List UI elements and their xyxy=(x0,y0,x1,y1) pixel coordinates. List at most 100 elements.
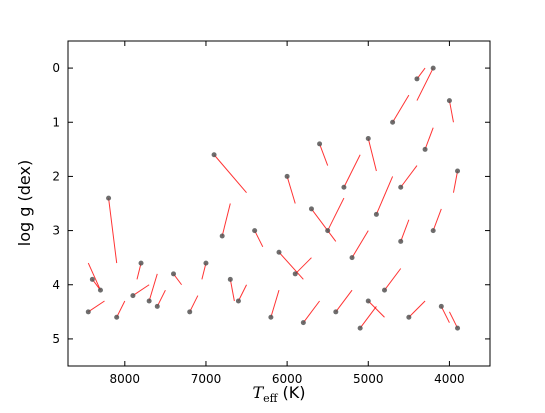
y-tick-label: 0 xyxy=(52,61,60,75)
shift-line xyxy=(286,176,296,204)
point xyxy=(146,298,152,304)
point xyxy=(357,325,363,331)
shift-line xyxy=(254,230,264,248)
point xyxy=(406,314,412,320)
plot-area xyxy=(85,65,461,331)
y-tick-label: 3 xyxy=(52,224,60,238)
shift-line xyxy=(432,208,442,231)
shift-line xyxy=(335,289,353,313)
point xyxy=(138,260,144,266)
x-label-sub: eff xyxy=(263,392,279,405)
shift-line xyxy=(88,300,105,313)
y-axis-label: log g (dex) xyxy=(15,160,34,246)
shift-line xyxy=(327,197,345,231)
shift-line xyxy=(156,289,166,307)
x-axis-label: Teff (K) xyxy=(253,383,306,405)
point xyxy=(235,298,241,304)
shift-line xyxy=(424,127,434,150)
point xyxy=(292,271,298,277)
point xyxy=(390,119,396,125)
shift-line xyxy=(408,300,426,318)
point xyxy=(446,98,452,104)
shift-line xyxy=(400,165,418,188)
shift-line xyxy=(136,262,142,280)
y-tick-label: 1 xyxy=(52,115,60,129)
point xyxy=(455,168,461,174)
shift-line xyxy=(448,311,458,329)
shift-line xyxy=(375,176,394,215)
point xyxy=(300,320,306,326)
y-tick-label: 5 xyxy=(52,332,60,346)
shift-line xyxy=(359,306,377,329)
point xyxy=(219,233,225,239)
point xyxy=(438,303,444,309)
shift-line xyxy=(116,300,126,318)
point xyxy=(171,271,176,277)
point xyxy=(276,249,282,255)
point xyxy=(187,309,193,315)
shift-line xyxy=(448,100,454,123)
point xyxy=(398,238,404,244)
x-tick-label: 8000 xyxy=(110,372,141,386)
point xyxy=(106,195,112,201)
shift-line xyxy=(392,94,410,123)
point xyxy=(85,309,91,315)
point xyxy=(154,303,160,309)
y-tick-label: 2 xyxy=(52,169,60,183)
x-tick-label: 5000 xyxy=(353,372,384,386)
point xyxy=(284,173,290,179)
point xyxy=(333,309,339,315)
shift-line xyxy=(278,251,304,280)
shift-line xyxy=(229,279,235,302)
shift-line xyxy=(270,290,280,318)
point xyxy=(325,228,331,234)
shift-line xyxy=(452,170,459,193)
point xyxy=(414,76,420,82)
point xyxy=(398,184,404,190)
shift-line xyxy=(237,284,247,302)
point xyxy=(114,314,120,320)
shift-line xyxy=(132,284,150,296)
shift-line xyxy=(311,208,337,242)
point xyxy=(130,293,136,299)
shift-line xyxy=(87,262,101,291)
shift-line xyxy=(189,295,199,313)
shift-line xyxy=(367,138,377,172)
point xyxy=(382,287,387,293)
shift-line xyxy=(400,219,410,242)
y-tick-label: 4 xyxy=(52,278,60,292)
point xyxy=(89,276,95,282)
shift-line xyxy=(440,306,450,323)
point xyxy=(203,260,209,266)
shift-line xyxy=(294,257,312,275)
point xyxy=(252,228,258,234)
shift-line xyxy=(201,262,207,280)
shift-line xyxy=(351,230,369,258)
point xyxy=(349,255,355,261)
point xyxy=(227,276,233,282)
shift-line xyxy=(367,300,385,318)
shift-line xyxy=(384,268,402,291)
x-tick-label: 7000 xyxy=(191,372,222,386)
point xyxy=(365,298,371,304)
shift-line xyxy=(221,203,231,237)
point xyxy=(455,325,461,331)
point xyxy=(97,287,103,293)
point xyxy=(422,146,428,152)
shift-line xyxy=(302,300,320,323)
point xyxy=(430,65,436,71)
shift-line xyxy=(416,67,434,101)
point xyxy=(430,228,436,234)
point xyxy=(268,314,274,320)
shift-line xyxy=(108,198,118,264)
shift-line xyxy=(148,273,158,302)
point xyxy=(211,152,217,158)
point xyxy=(373,211,379,217)
x-label-main: T xyxy=(253,383,265,402)
x-tick-label: 4000 xyxy=(434,372,465,386)
shift-line xyxy=(319,143,329,166)
point xyxy=(365,136,371,141)
plot-frame xyxy=(67,40,491,367)
